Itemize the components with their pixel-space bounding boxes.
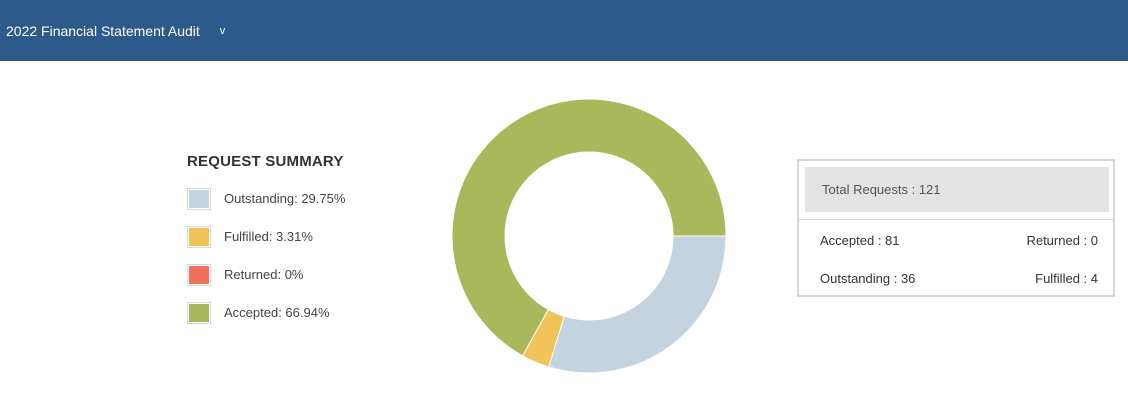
chevron-down-icon[interactable]: v xyxy=(219,25,226,37)
audit-title[interactable]: 2022 Financial Statement Audit xyxy=(6,22,200,39)
legend-swatch-accepted xyxy=(187,301,211,324)
legend-swatch-fulfilled xyxy=(187,225,211,248)
legend-label-returned: Returned: 0% xyxy=(224,267,304,282)
header-bar: 2022 Financial Statement Audit v xyxy=(0,0,1128,61)
total-requests: Total Requests : 121 xyxy=(805,167,1109,212)
legend-swatch-returned xyxy=(187,263,211,286)
legend-label-fulfilled: Fulfilled: 3.31% xyxy=(224,229,313,244)
swatch-color-returned xyxy=(189,265,209,284)
legend-swatch-outstanding xyxy=(187,187,211,210)
outstanding-count: Outstanding : 36 xyxy=(820,271,916,286)
donut-chart xyxy=(451,98,727,374)
legend-label-outstanding: Outstanding: 29.75% xyxy=(224,191,346,206)
request-summary-legend: REQUEST SUMMARY Outstanding: 29.75% Fulf… xyxy=(187,153,417,338)
swatch-color-fulfilled xyxy=(189,227,209,246)
legend-item-fulfilled: Fulfilled: 3.31% xyxy=(187,224,417,249)
donut-chart-container xyxy=(451,88,727,384)
returned-count: Returned : 0 xyxy=(1026,233,1098,248)
swatch-color-accepted xyxy=(189,303,209,322)
legend-label-accepted: Accepted: 66.94% xyxy=(224,305,330,320)
legend-item-accepted: Accepted: 66.94% xyxy=(187,300,417,325)
legend-item-outstanding: Outstanding: 29.75% xyxy=(187,186,417,211)
fulfilled-count: Fulfilled : 4 xyxy=(1035,271,1098,286)
summary-divider xyxy=(799,219,1113,220)
donut-slice-accepted[interactable] xyxy=(451,98,727,357)
legend-item-returned: Returned: 0% xyxy=(187,262,417,287)
swatch-color-outstanding xyxy=(189,189,209,208)
legend-title: REQUEST SUMMARY xyxy=(187,153,344,170)
donut-slice-outstanding[interactable] xyxy=(548,235,727,374)
accepted-count: Accepted : 81 xyxy=(820,233,900,248)
request-totals-box: Total Requests : 121 Accepted : 81 Retur… xyxy=(797,159,1115,297)
